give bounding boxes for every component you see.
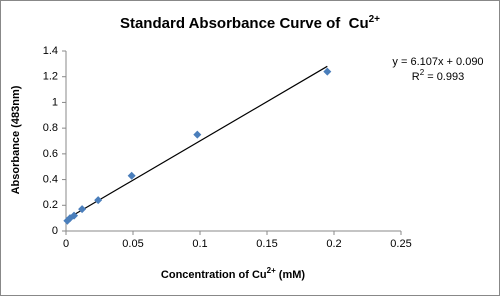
r2-value: = 0.993 xyxy=(424,71,464,83)
title-superscript: 2+ xyxy=(369,14,381,25)
chart-title: Standard Absorbance Curve of Cu2+ xyxy=(120,14,380,32)
data-point xyxy=(70,211,79,220)
y-tick-label: 0.4 xyxy=(43,173,58,185)
data-point xyxy=(323,67,332,76)
r2-text: R xyxy=(412,71,420,83)
y-tick-label: 1.4 xyxy=(43,45,58,57)
y-tick-label: 0 xyxy=(52,225,58,237)
y-tick-label: 1 xyxy=(52,96,58,108)
x-tick-label: 0 xyxy=(63,238,69,250)
x-label-unit: (mM) xyxy=(276,269,306,281)
y-tick-label: 1.2 xyxy=(43,71,58,83)
x-tick-label: 0.25 xyxy=(390,238,411,250)
x-label-text: Concentration of Cu xyxy=(161,269,267,281)
trendline xyxy=(67,65,328,220)
data-point xyxy=(127,171,136,180)
data-point xyxy=(193,130,202,139)
x-tick-label: 0.05 xyxy=(122,238,143,250)
y-tick-label: 0.2 xyxy=(43,199,58,211)
x-tick-label: 0.2 xyxy=(326,238,341,250)
data-point xyxy=(94,196,103,205)
trendline-equation: y = 6.107x + 0.090 xyxy=(392,56,483,68)
data-point xyxy=(78,205,87,214)
x-tick-label: 0.15 xyxy=(256,238,277,250)
x-axis-label: Concentration of Cu2+ (mM) xyxy=(161,266,306,281)
y-tick-label: 0.8 xyxy=(43,122,58,134)
y-axis-label: Absorbance (483nm) xyxy=(10,85,22,194)
r-squared: R2 = 0.993 xyxy=(412,68,464,83)
y-tick-label: 0.6 xyxy=(43,148,58,160)
x-tick-label: 0.1 xyxy=(192,238,207,250)
r2-superscript: 2 xyxy=(420,68,425,77)
title-text: Standard Absorbance Curve of Cu xyxy=(120,15,369,32)
x-label-superscript: 2+ xyxy=(267,266,276,275)
